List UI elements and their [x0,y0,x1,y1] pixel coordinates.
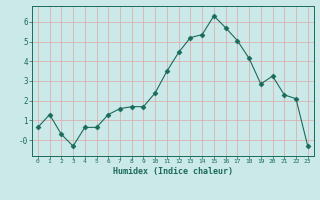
X-axis label: Humidex (Indice chaleur): Humidex (Indice chaleur) [113,167,233,176]
